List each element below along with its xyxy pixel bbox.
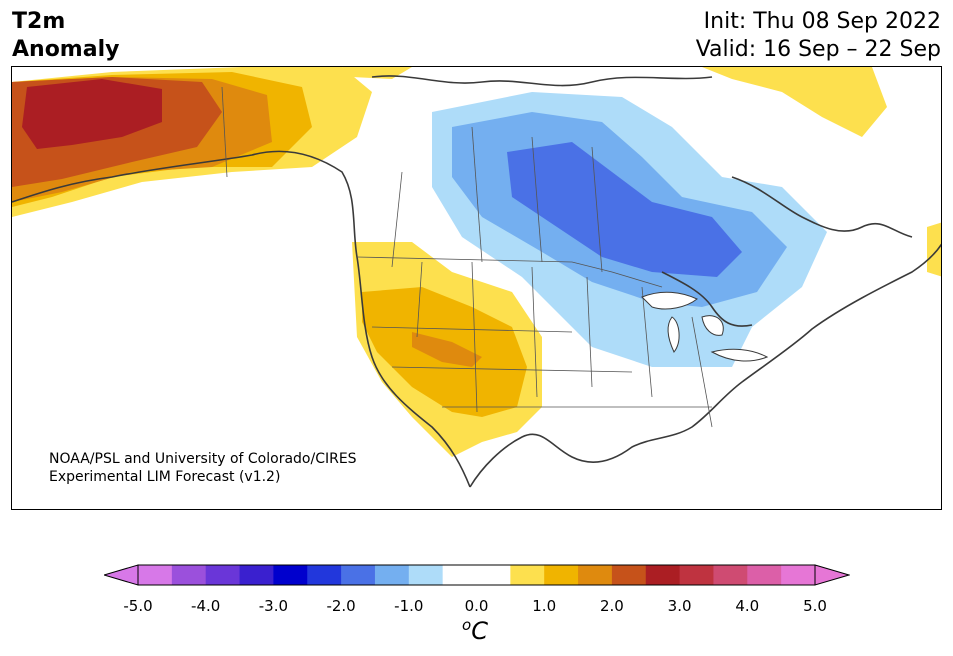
great-lakes <box>641 291 769 362</box>
colorbar-under-arrow <box>104 564 139 586</box>
title-variable-line2: Anomaly <box>12 37 120 62</box>
colorbar-cell <box>138 565 173 585</box>
coastlines <box>12 75 941 488</box>
colorbar-cell <box>679 565 714 585</box>
init-date: Init: Thu 08 Sep 2022 <box>703 9 941 34</box>
colorbar-cell <box>408 565 444 585</box>
valid-period: Valid: 16 Sep – 22 Sep <box>695 37 941 62</box>
labrador-warm <box>702 67 887 137</box>
colorbar-cell <box>239 565 274 585</box>
colorbar-cell <box>442 565 477 585</box>
colorbar-cell <box>611 565 647 585</box>
west-warm-core <box>412 332 482 367</box>
colorbar-cell <box>171 565 207 585</box>
colorbar-cell <box>781 565 816 585</box>
nova-scotia-warm <box>927 222 941 277</box>
credit-line1: NOAA/PSL and University of Colorado/CIRE… <box>49 451 357 467</box>
colorbar-tick-label: 3.0 <box>667 597 692 615</box>
forecast-dates: Init: Thu 08 Sep 2022 Valid: 16 Sep – 22… <box>696 8 941 64</box>
colorbar-cell <box>645 565 681 585</box>
colorbar-tick-label: 4.0 <box>735 597 760 615</box>
colorbar-tick-label: -1.0 <box>394 597 424 615</box>
colorbar-tick-label: -5.0 <box>123 597 153 615</box>
colorbar-cell <box>374 565 410 585</box>
colorbar-tick-label: -2.0 <box>326 597 356 615</box>
colorbar-tick-label: -3.0 <box>258 597 289 615</box>
colorbar-cell <box>273 565 308 585</box>
unit-degree: o <box>462 616 472 634</box>
colorbar-ticks: -5.0 -4.0 -3.0 -2.0 -1.0 0.0 1.0 2.0 3.0 4.0 5.0 <box>0 597 953 617</box>
anomaly-map <box>11 66 942 510</box>
colorbar-cell <box>341 565 376 585</box>
colorbar-cell <box>510 565 545 585</box>
colorbar-tick-label: 5.0 <box>803 597 827 615</box>
credit-line2: Experimental LIM Forecast (v1.2) <box>49 469 281 485</box>
title-variable-line1: T2m <box>12 9 66 34</box>
colorbar-cell <box>578 565 613 585</box>
colorbar-cell <box>307 565 342 585</box>
colorbar-frame <box>137 564 816 586</box>
colorbar-cells <box>138 565 816 585</box>
colorbar-cell <box>205 565 241 585</box>
colorbar-tick-label: 2.0 <box>599 597 624 615</box>
colorbar-cell <box>476 565 511 585</box>
alaska-warm-core <box>22 79 162 149</box>
colorbar <box>104 564 850 586</box>
unit-celsius: C <box>471 617 488 645</box>
colorbar-tick-label: 1.0 <box>532 597 557 615</box>
colorbar-tick-label: -4.0 <box>191 597 221 615</box>
forecast-credit: NOAA/PSL and University of Colorado/CIRE… <box>49 450 357 486</box>
cold-core <box>507 142 742 277</box>
colorbar-tick-label: 0.0 <box>464 597 489 615</box>
colorbar-cell <box>713 565 748 585</box>
colorbar-cell <box>747 565 782 585</box>
political-borders <box>221 86 713 428</box>
map-canvas <box>12 67 941 488</box>
colorbar-unit: oC <box>462 616 488 645</box>
colorbar-cell <box>544 565 579 585</box>
colorbar-over-arrow <box>814 564 850 586</box>
chart-title: T2m Anomaly <box>12 8 119 64</box>
